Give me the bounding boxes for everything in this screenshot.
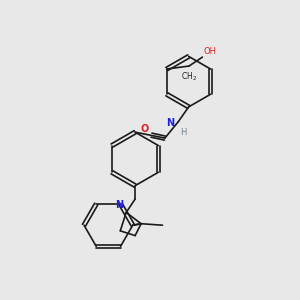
- Text: H: H: [181, 128, 187, 137]
- Text: N: N: [167, 118, 175, 128]
- Text: CH$_2$: CH$_2$: [181, 70, 197, 83]
- Text: O: O: [140, 124, 148, 134]
- Text: N: N: [115, 200, 123, 210]
- Text: OH: OH: [204, 46, 217, 56]
